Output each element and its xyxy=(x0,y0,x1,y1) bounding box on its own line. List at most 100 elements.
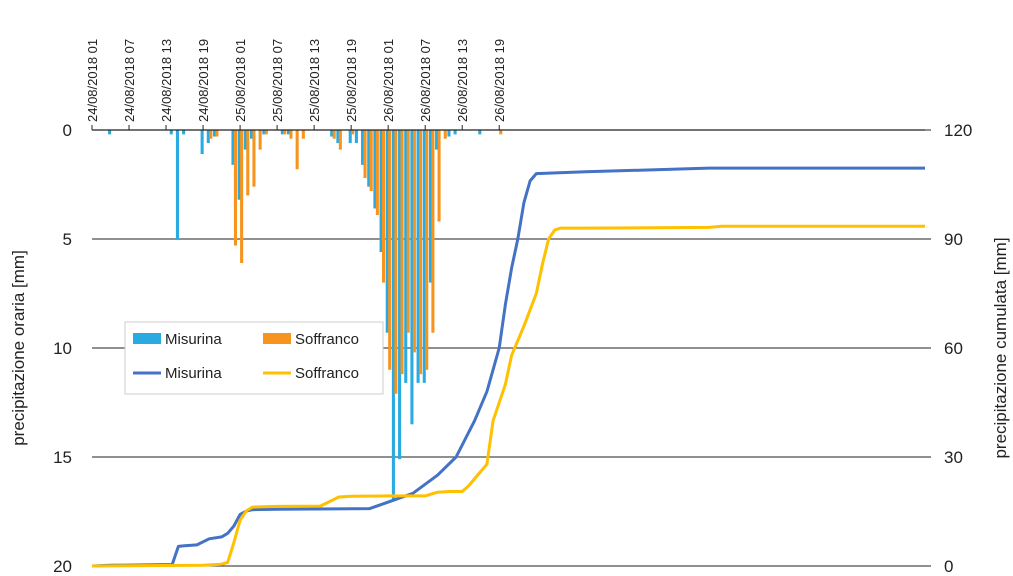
bar-misurina xyxy=(200,130,204,154)
bar-soffranco xyxy=(215,130,219,137)
bar-misurina xyxy=(280,130,284,135)
bar-soffranco xyxy=(425,130,429,370)
y-right-ticks: 0 30 60 90 120 xyxy=(925,121,972,576)
x-tick-label: 24/08/2018 19 xyxy=(196,39,211,122)
bar-soffranco xyxy=(394,130,398,394)
bar-misurina xyxy=(336,130,340,144)
bar-soffranco xyxy=(252,130,256,187)
y-right-tick-label: 90 xyxy=(944,230,963,249)
bar-soffranco xyxy=(209,130,213,139)
y-left-tick-label: 0 xyxy=(63,121,72,140)
bar-soffranco xyxy=(289,130,293,139)
x-tick-label: 24/08/2018 01 xyxy=(85,39,100,122)
bar-misurina xyxy=(410,130,414,425)
y-left-ticks: 0 5 10 15 20 xyxy=(53,121,72,576)
bar-misurina xyxy=(243,130,247,150)
bar-misurina xyxy=(404,130,408,383)
y-right-tick-label: 60 xyxy=(944,339,963,358)
x-tick-label: 26/08/2018 19 xyxy=(492,39,507,122)
bar-misurina xyxy=(428,130,432,283)
bar-misurina xyxy=(398,130,402,460)
bar-soffranco xyxy=(382,130,386,283)
line-soffranco xyxy=(91,224,925,568)
bar-misurina xyxy=(169,130,173,135)
bar-soffranco xyxy=(351,130,355,135)
y-left-tick-label: 10 xyxy=(53,339,72,358)
bar-soffranco xyxy=(283,130,287,135)
bar-misurina xyxy=(435,130,439,150)
bar-soffranco xyxy=(443,130,447,139)
legend-label-misurina-line: Misurina xyxy=(165,365,222,382)
bar-misurina xyxy=(108,130,112,135)
line-misurina xyxy=(91,166,925,568)
bar-misurina xyxy=(175,130,179,239)
legend-label-soffranco-line: Soffranco xyxy=(295,365,359,382)
x-tick-label: 26/08/2018 07 xyxy=(418,39,433,122)
bar-soffranco xyxy=(332,130,336,139)
bar-soffranco xyxy=(499,130,503,135)
bar-misurina xyxy=(367,130,371,187)
x-tick-label: 25/08/2018 19 xyxy=(344,39,359,122)
y-right-tick-label: 120 xyxy=(944,121,972,140)
bar-misurina xyxy=(391,130,395,501)
bar-soffranco xyxy=(264,130,268,135)
bar-soffranco xyxy=(419,130,423,375)
legend-label-misurina-bar: Misurina xyxy=(165,331,222,348)
bar-soffranco xyxy=(369,130,373,192)
bar-soffranco xyxy=(400,130,404,375)
lines xyxy=(91,166,925,568)
bar-soffranco xyxy=(412,130,416,353)
x-tick-label: 25/08/2018 13 xyxy=(307,39,322,122)
bar-misurina xyxy=(447,130,451,137)
bar-misurina xyxy=(416,130,420,383)
bar-misurina xyxy=(385,130,389,333)
bar-misurina xyxy=(361,130,365,165)
bar-misurina xyxy=(182,130,186,135)
x-tick-label: 26/08/2018 13 xyxy=(455,39,470,122)
bar-misurina xyxy=(348,130,352,144)
bar-misurina xyxy=(373,130,377,209)
x-tick-label: 26/08/2018 01 xyxy=(381,39,396,122)
legend-box xyxy=(124,321,384,395)
y-left-tick-label: 20 xyxy=(53,557,72,576)
y-left-tick-label: 5 xyxy=(63,230,72,249)
legend-swatch-misurina-bar xyxy=(133,333,161,344)
x-ticks: 24/08/2018 01 24/08/2018 07 24/08/2018 13 2… xyxy=(85,39,507,130)
legend-label-soffranco-bar: Soffranco xyxy=(295,331,359,348)
bar-soffranco xyxy=(240,130,244,263)
bar-misurina xyxy=(231,130,235,165)
x-tick-label: 24/08/2018 13 xyxy=(159,39,174,122)
bar-misurina xyxy=(478,130,482,135)
x-tick-label: 25/08/2018 07 xyxy=(270,39,285,122)
legend: Misurina Soffranco Misurina Soffranco xyxy=(124,321,384,395)
bar-soffranco xyxy=(406,130,410,333)
bar-soffranco xyxy=(437,130,441,222)
y-right-tick-label: 0 xyxy=(944,557,953,576)
x-tick-label: 25/08/2018 01 xyxy=(233,39,248,122)
bar-misurina xyxy=(206,130,210,144)
bar-misurina xyxy=(330,130,334,137)
bar-misurina xyxy=(262,130,266,135)
bar-misurina xyxy=(379,130,383,253)
bar-soffranco xyxy=(363,130,367,178)
bar-misurina xyxy=(354,130,358,144)
y-left-tick-label: 15 xyxy=(53,448,72,467)
y-right-axis-label: precipitazione cumulata [mm] xyxy=(991,237,1010,458)
bars xyxy=(108,130,503,501)
bar-misurina xyxy=(286,130,291,135)
bar-soffranco xyxy=(295,130,299,170)
bar-soffranco xyxy=(258,130,262,150)
bar-soffranco xyxy=(431,130,435,333)
bar-misurina xyxy=(249,130,254,139)
bar-soffranco xyxy=(246,130,250,196)
bar-soffranco xyxy=(388,130,392,370)
bar-soffranco xyxy=(301,130,305,139)
y-right-tick-label: 30 xyxy=(944,448,963,467)
bar-misurina xyxy=(237,130,241,200)
bar-misurina xyxy=(422,130,426,383)
bar-soffranco xyxy=(233,130,237,246)
x-tick-label: 24/08/2018 07 xyxy=(122,39,137,122)
bar-soffranco xyxy=(338,130,342,150)
bar-misurina xyxy=(212,130,217,137)
